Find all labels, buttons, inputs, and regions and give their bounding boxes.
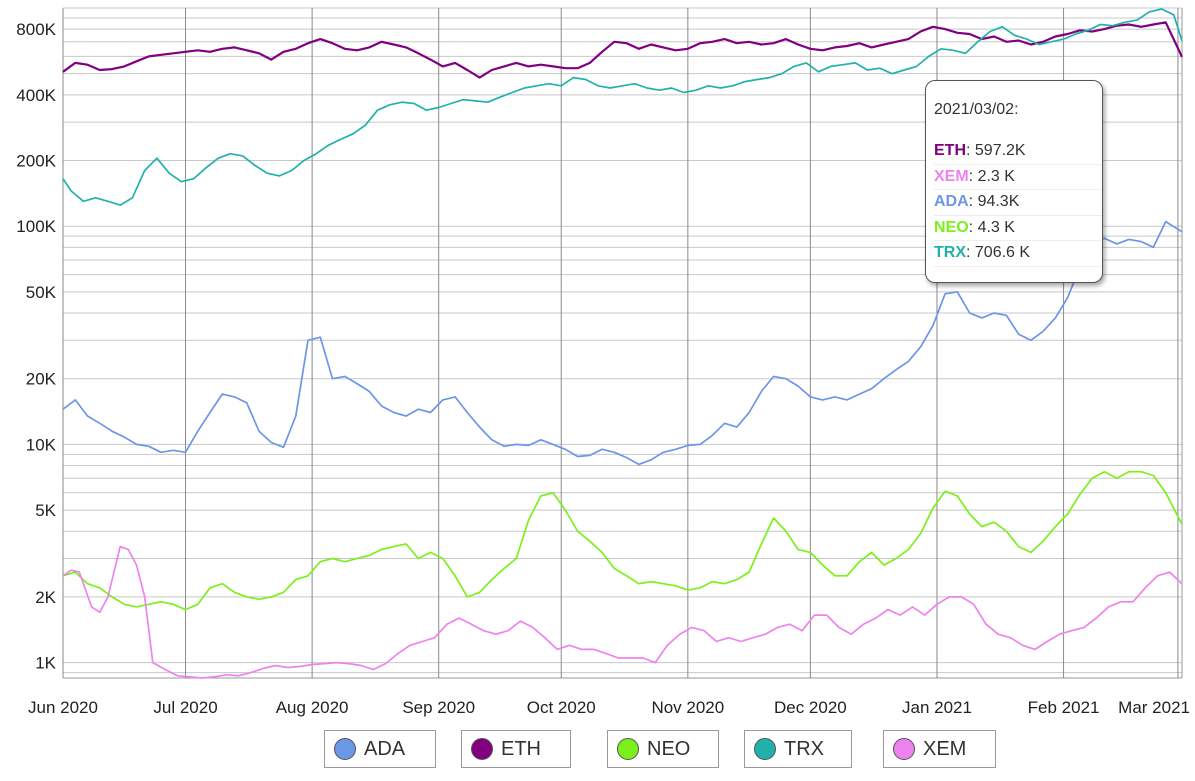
- chart-legend: ADA ETH NEO TRX XEM: [0, 730, 1195, 772]
- tooltip-series-name: XEM: [934, 167, 969, 185]
- legend-item-neo[interactable]: NEO: [607, 730, 719, 768]
- series-line-ada: [62, 220, 1183, 466]
- y-tick-label: 5K: [35, 501, 56, 520]
- legend-swatch-icon: [754, 738, 776, 760]
- y-tick-label: 800K: [16, 20, 56, 39]
- x-tick-label: Aug 2020: [276, 698, 349, 717]
- x-axis-ticks: Jun 2020 Jul 2020 Aug 2020 Sep 2020 Oct 2020…: [28, 698, 1190, 717]
- tooltip-series-value: 4.3 K: [977, 218, 1015, 236]
- y-tick-label: 1K: [35, 654, 56, 673]
- series-line-trx: [62, 8, 1183, 206]
- x-tick-label: Mar 2021: [1118, 698, 1190, 717]
- y-tick-label: 100K: [16, 217, 56, 236]
- y-tick-label: 50K: [26, 283, 57, 302]
- legend-swatch-icon: [617, 738, 639, 760]
- y-tick-label: 10K: [26, 435, 57, 454]
- y-tick-label: 200K: [16, 152, 56, 171]
- tooltip-row-neo: NEO: 4.3 K: [934, 216, 1102, 241]
- legend-swatch-icon: [893, 738, 915, 760]
- tooltip-series-name: ETH: [934, 142, 966, 159]
- x-tick-label: Oct 2020: [527, 698, 596, 717]
- x-tick-label: Jan 2021: [902, 698, 972, 717]
- tooltip-series-value: 2.3 K: [977, 167, 1015, 185]
- y-tick-label: 20K: [26, 370, 57, 389]
- tooltip-series-name: NEO: [934, 218, 969, 236]
- x-tick-label: Feb 2021: [1028, 698, 1100, 717]
- y-axis-ticks: 1K 2K 5K 10K 20K 50K 100K 200K 400K 800K: [16, 20, 56, 672]
- tooltip-series-value: 94.3K: [977, 193, 1020, 210]
- legend-item-xem[interactable]: XEM: [883, 730, 996, 768]
- series-lines: [62, 8, 1183, 679]
- tooltip-date: 2021/03/02:: [934, 101, 1019, 118]
- legend-label: ADA: [364, 737, 406, 760]
- legend-item-eth[interactable]: ETH: [461, 730, 571, 768]
- tooltip-row-ada: ADA: 94.3K: [934, 190, 1102, 216]
- x-tick-label: Sep 2020: [402, 698, 475, 717]
- legend-label: XEM: [923, 737, 967, 760]
- hover-tooltip: 2021/03/02: ETH: 597.2K XEM: 2.3 K ADA: …: [925, 80, 1103, 283]
- tooltip-row-xem: XEM: 2.3 K: [934, 165, 1102, 190]
- legend-item-ada[interactable]: ADA: [324, 730, 436, 768]
- tooltip-series-value: 706.6 K: [974, 244, 1031, 261]
- series-line-eth: [62, 21, 1183, 79]
- legend-label: NEO: [647, 737, 691, 760]
- tooltip-row-trx: TRX: 706.6 K: [934, 241, 1102, 267]
- legend-label: TRX: [784, 737, 824, 760]
- x-tick-label: Dec 2020: [774, 698, 847, 717]
- x-tick-label: Nov 2020: [651, 698, 724, 717]
- x-tick-label: Jul 2020: [153, 698, 217, 717]
- tooltip-series-name: TRX: [934, 244, 966, 261]
- series-line-xem: [62, 545, 1183, 679]
- legend-swatch-icon: [471, 738, 493, 760]
- y-tick-label: 2K: [35, 588, 56, 607]
- series-line-neo: [62, 470, 1183, 611]
- legend-label: ETH: [501, 737, 541, 760]
- legend-item-trx[interactable]: TRX: [744, 730, 852, 768]
- tooltip-series-value: 597.2K: [974, 142, 1026, 159]
- x-tick-label: Jun 2020: [28, 698, 98, 717]
- tooltip-row-eth: ETH: 597.2K: [934, 139, 1102, 165]
- tooltip-series-name: ADA: [934, 193, 969, 210]
- legend-swatch-icon: [334, 738, 356, 760]
- y-tick-label: 400K: [16, 86, 56, 105]
